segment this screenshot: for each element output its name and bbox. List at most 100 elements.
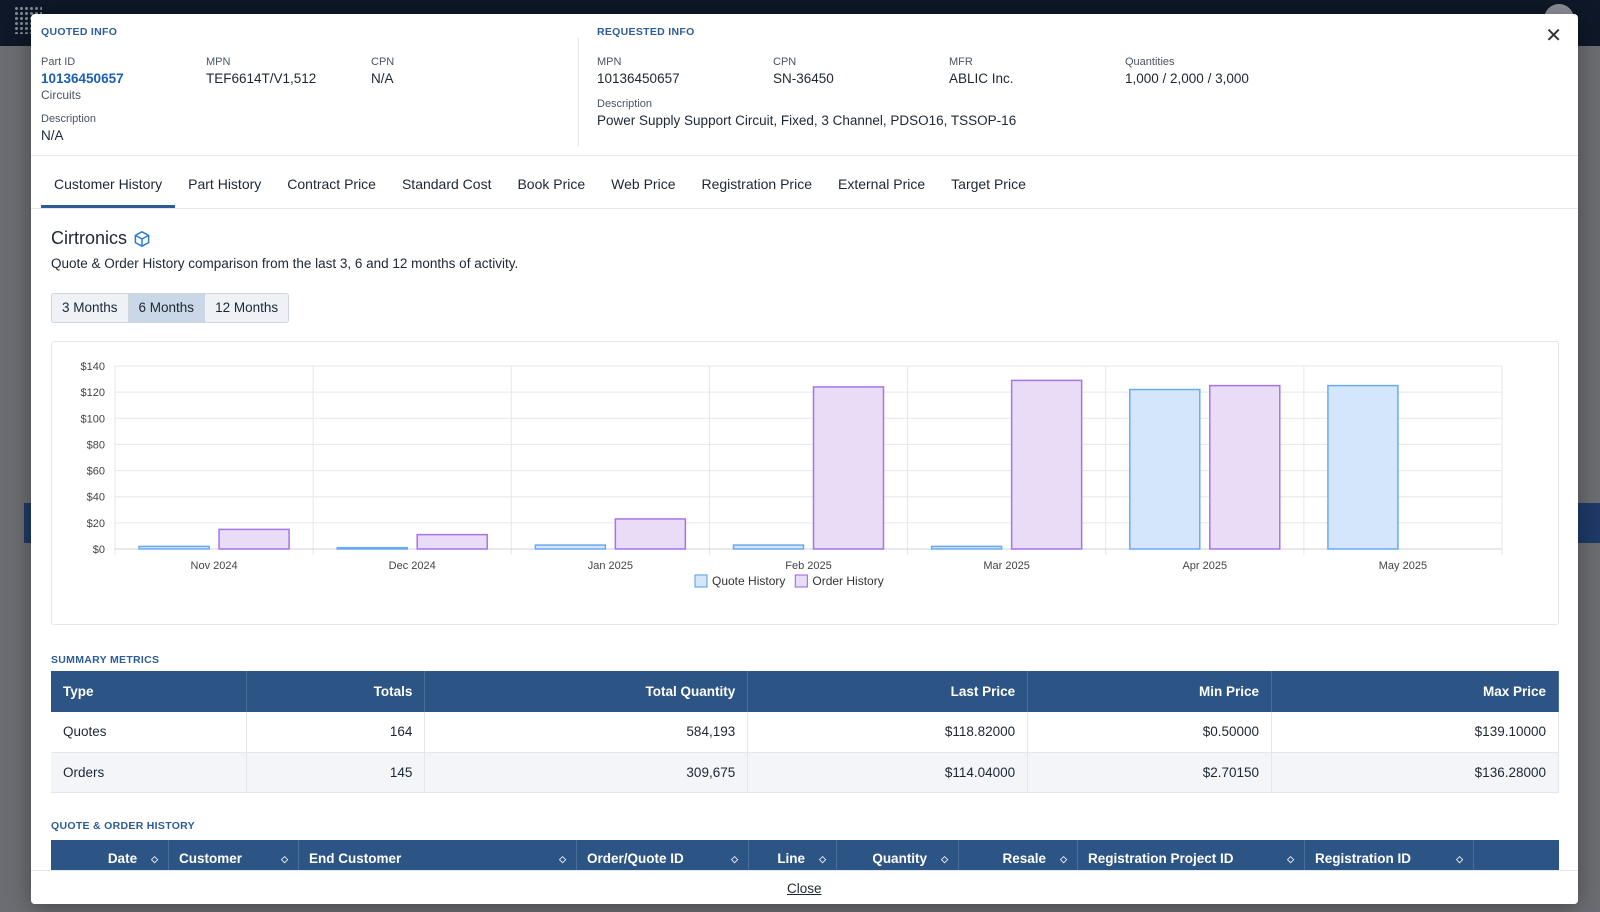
close-button[interactable]: Close [787, 881, 822, 896]
requested-quantities: Quantities 1,000 / 2,000 / 3,000 [1125, 56, 1249, 86]
requested-info-title: REQUESTED INFO [597, 26, 695, 38]
quoted-description: Description N/A [41, 113, 96, 143]
col-date[interactable]: Date ◇ [51, 840, 169, 870]
quoted-info-title: QUOTED INFO [41, 26, 118, 38]
requested-mpn-label: MPN [597, 56, 622, 68]
col-order-quote-id-label: Order/Quote ID [587, 851, 684, 866]
sort-icon[interactable]: ◇ [819, 854, 826, 864]
quoted-mpn: MPN TEF6614T/V1,512 [206, 56, 316, 86]
requested-mfr: MFR ABLIC Inc. [949, 56, 1014, 86]
cell-type: Orders [51, 752, 248, 793]
y-tick-label: $60 [87, 466, 105, 478]
col-min-price: Min Price [1027, 671, 1273, 712]
col-registration-id-label: Registration ID [1315, 851, 1412, 866]
legend-label: Quote History [712, 574, 785, 588]
y-tick-label: $140 [81, 361, 105, 373]
col-customer[interactable]: Customer ◇ [169, 840, 299, 870]
history-table-title: QUOTE & ORDER HISTORY [51, 820, 195, 832]
sort-icon[interactable]: ◇ [151, 854, 158, 864]
period-6-months-button[interactable]: 6 Months [128, 294, 206, 322]
col-registration-project-id[interactable]: Registration Project ID ◇ [1078, 840, 1305, 870]
order-history-bar [1010, 379, 1083, 550]
order-history-bar [812, 386, 885, 550]
quoted-cpn: CPN N/A [371, 56, 394, 86]
x-tick-label: Mar 2025 [983, 560, 1029, 572]
x-tick-label: Feb 2025 [785, 560, 831, 572]
part-id-link[interactable]: 10136450657 [41, 71, 124, 86]
quoted-description-value: N/A [41, 128, 64, 143]
y-tick-label: $120 [81, 387, 105, 399]
tab-part-history[interactable]: Part History [188, 176, 262, 192]
customer-title: Cirtronics [51, 228, 151, 249]
col-order-quote-id[interactable]: Order/Quote ID ◇ [577, 840, 749, 870]
sort-icon[interactable]: ◇ [1287, 854, 1294, 864]
col-resale[interactable]: Resale ◇ [959, 840, 1078, 870]
summary-metrics-title: SUMMARY METRICS [51, 654, 160, 666]
quote-history-bar [732, 544, 805, 550]
quoted-info: QUOTED INFO [41, 26, 117, 38]
tab-book-price[interactable]: Book Price [517, 176, 586, 192]
quoted-cpn-label: CPN [371, 56, 395, 68]
cell-last-price: $118.82000 [747, 712, 1029, 753]
history-table-header: Date ◇ Customer ◇ End Customer ◇ Order/Quot… [51, 840, 1559, 870]
col-end-customer[interactable]: End Customer ◇ [299, 840, 577, 870]
sort-icon[interactable]: ◇ [1060, 854, 1067, 864]
price-tabs: Customer History Part History Contract P… [41, 166, 1039, 208]
legend-label: Order History [812, 574, 883, 588]
col-total-quantity: Total Quantity [424, 671, 749, 712]
sort-icon[interactable]: ◇ [941, 854, 948, 864]
quoted-mpn-label: MPN [206, 56, 231, 68]
requested-mfr-label: MFR [949, 56, 973, 68]
sort-icon[interactable]: ◇ [559, 854, 566, 864]
order-history-bar [218, 528, 290, 550]
sort-icon[interactable]: ◇ [1456, 854, 1463, 864]
order-history-bar [416, 533, 488, 550]
tab-registration-price[interactable]: Registration Price [701, 176, 813, 192]
info-header: QUOTED INFO Part ID 10136450657 Circuits… [31, 14, 1578, 156]
y-tick-label: $40 [87, 492, 105, 504]
sort-icon[interactable]: ◇ [731, 854, 738, 864]
cell-min-price: $0.50000 [1027, 712, 1273, 753]
period-12-months-button[interactable]: 12 Months [205, 294, 289, 322]
close-icon[interactable]: ✕ [1545, 25, 1562, 47]
col-last-price: Last Price [747, 671, 1029, 712]
x-tick-label: Dec 2024 [389, 560, 436, 572]
part-detail-modal: ✕ QUOTED INFO Part ID 10136450657 Circui… [31, 14, 1578, 904]
requested-cpn: CPN SN-36450 [773, 56, 834, 86]
tab-customer-history[interactable]: Customer History [41, 166, 176, 208]
x-tick-label: Nov 2024 [191, 560, 238, 572]
tab-target-price[interactable]: Target Price [951, 176, 1026, 192]
customer-subtitle: Quote & Order History comparison from th… [51, 256, 519, 271]
sort-icon[interactable]: ◇ [281, 854, 288, 864]
period-3-months-button[interactable]: 3 Months [52, 294, 129, 322]
tab-external-price[interactable]: External Price [838, 176, 926, 192]
col-quantity-label: Quantity [872, 851, 928, 866]
col-quantity[interactable]: Quantity ◇ [837, 840, 959, 870]
quote-history-bar [534, 544, 607, 550]
modal-footer: Close [31, 870, 1578, 904]
cube-icon[interactable] [133, 230, 151, 248]
y-tick-label: $20 [87, 518, 105, 530]
col-totals: Totals [246, 671, 426, 712]
part-id-label: Part ID [41, 56, 76, 68]
cell-totals: 164 [246, 712, 426, 753]
cell-min-price: $2.70150 [1027, 752, 1273, 793]
quoted-mpn-value: TEF6614T/V1,512 [206, 71, 317, 86]
quote-history-bar [336, 546, 408, 550]
quoted-description-label: Description [41, 113, 97, 125]
col-registration-id[interactable]: Registration ID ◇ [1305, 840, 1474, 870]
part-category: Circuits [41, 88, 82, 102]
quote-history-bar [138, 545, 210, 550]
cell-type: Quotes [51, 712, 248, 753]
tab-contract-price[interactable]: Contract Price [287, 176, 376, 192]
col-line[interactable]: Line ◇ [749, 840, 837, 870]
requested-description-value: Power Supply Support Circuit, Fixed, 3 C… [597, 113, 1017, 128]
cell-max-price: $139.10000 [1271, 712, 1559, 753]
x-tick-label: Jan 2025 [588, 560, 633, 572]
tab-web-price[interactable]: Web Price [611, 176, 676, 192]
col-end-customer-label: End Customer [309, 851, 402, 866]
tab-standard-cost[interactable]: Standard Cost [401, 176, 492, 192]
table-row: Quotes 164 584,193 $118.82000 $0.50000 $… [51, 712, 1559, 753]
cell-max-price: $136.28000 [1271, 752, 1559, 793]
col-type: Type [51, 671, 248, 712]
